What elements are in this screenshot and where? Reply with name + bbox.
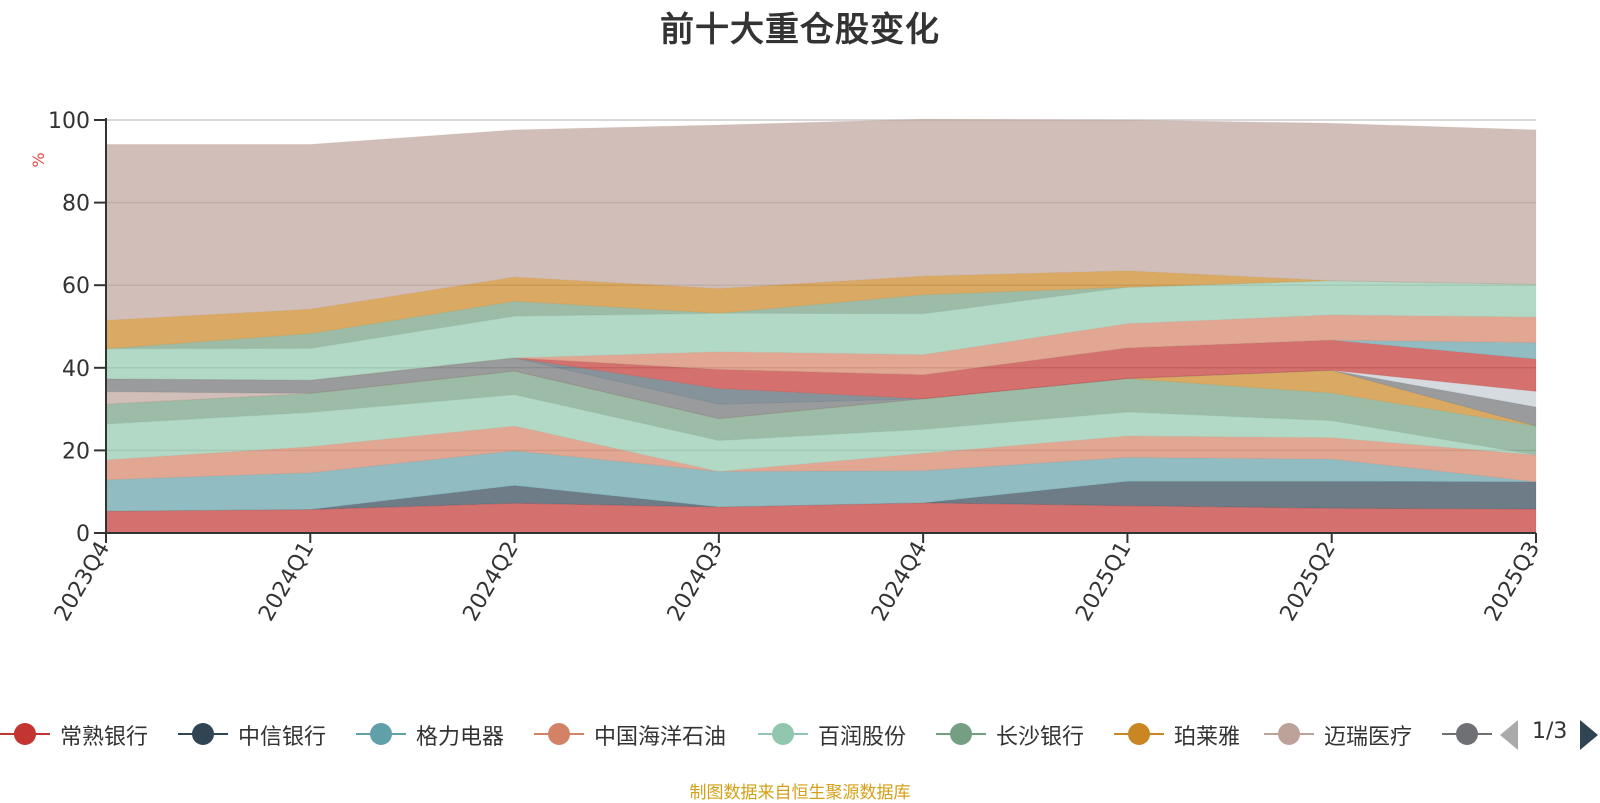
legend-circle-icon (370, 723, 392, 745)
legend-prev-page-icon[interactable] (1500, 720, 1518, 750)
area-series-11[interactable] (105, 339, 1537, 400)
y-tick-label: 0 (76, 522, 90, 547)
y-tick-label: 80 (62, 192, 90, 217)
x-tick-label: 2024Q1 (254, 538, 319, 626)
legend-circle-icon (192, 723, 214, 745)
chart-canvas: 0 20 40 60 80 100 2023Q4 2024Q1 2024Q2 2024Q3 2024… (29, 109, 1545, 626)
legend-circle-icon (1456, 723, 1478, 745)
y-tick-label: 60 (62, 274, 90, 299)
x-tick-label: 2025Q3 (1480, 538, 1545, 626)
y-tick-label: 40 (62, 357, 90, 382)
legend-circle-icon (14, 723, 36, 745)
legend-circle-icon (548, 723, 570, 745)
area-series-3[interactable] (105, 425, 1537, 483)
area-series-10[interactable] (105, 357, 1537, 408)
y-tick-label: 100 (48, 109, 90, 134)
x-tick-label: 2024Q3 (663, 538, 728, 626)
area-series-17[interactable] (105, 118, 1537, 321)
area-series-2[interactable] (105, 450, 1537, 512)
legend-label: 格力电器 (416, 725, 505, 750)
legend-label: 百润股份 (818, 725, 907, 750)
area-series-8[interactable] (105, 357, 1537, 427)
data-source-note: 制图数据来自恒生聚源数据库 (689, 783, 911, 803)
legend-circle-icon (772, 723, 794, 745)
legend-label: 珀莱雅 (1174, 725, 1241, 750)
legend-pager: 1/3 (1500, 716, 1600, 752)
x-tick-label: 2025Q1 (1071, 538, 1136, 626)
x-tick-label: 2024Q2 (458, 538, 523, 626)
area-series-4[interactable] (105, 394, 1537, 472)
legend-label: 长沙银行 (996, 725, 1085, 750)
x-tick-label: 2024Q4 (867, 538, 932, 626)
legend-page-indicator: 1/3 (1532, 719, 1568, 744)
legend-circle-icon (1128, 723, 1150, 745)
area-series-5[interactable] (105, 370, 1537, 456)
x-tick-label: 2025Q2 (1276, 538, 1341, 626)
x-tick-label: 2023Q4 (50, 538, 115, 626)
legend-label: 中国海洋石油 (594, 725, 727, 750)
legend-next-page-icon[interactable] (1580, 720, 1598, 750)
legend-label: 常熟银行 (60, 725, 149, 750)
y-axis-unit-label: % (29, 152, 48, 167)
area-series-12[interactable] (105, 339, 1537, 381)
area-series-14[interactable] (105, 280, 1537, 381)
legend: 常熟银行 中信银行 格力电器 中国海洋石油 百润股份 长沙银行 珀莱雅 迈瑞医疗 (0, 716, 1600, 752)
chart-title: 前十大重仓股变化 (660, 10, 940, 50)
legend-label: 迈瑞医疗 (1324, 725, 1413, 750)
y-tick-label: 20 (62, 439, 90, 464)
area-series (105, 118, 1537, 534)
legend-circle-icon (950, 723, 972, 745)
area-series-1[interactable] (105, 480, 1537, 512)
legend-circle-icon (1278, 723, 1300, 745)
legend-label: 中信银行 (238, 725, 327, 750)
